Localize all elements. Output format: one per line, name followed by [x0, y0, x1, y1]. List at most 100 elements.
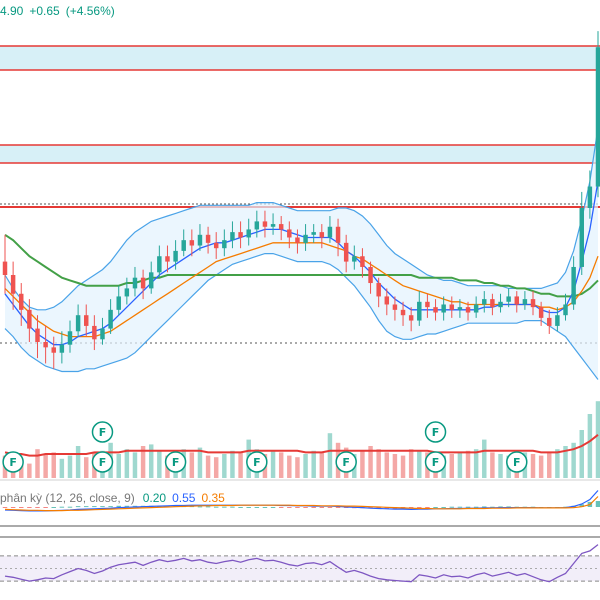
- macd-histogram-bar: [287, 507, 292, 508]
- volume-bar: [311, 450, 316, 478]
- volume-bar: [51, 452, 56, 478]
- volume-bar: [124, 449, 130, 478]
- signal-flag-lower: [335, 451, 357, 473]
- signal-flag-upper-label: F: [99, 426, 107, 439]
- macd-histogram-bar: [35, 507, 40, 508]
- candle-body: [335, 226, 341, 243]
- candle-body: [408, 315, 414, 321]
- candle-body: [181, 240, 186, 251]
- volume-bar: [482, 439, 487, 478]
- macd-histogram-bar: [75, 506, 81, 508]
- price-change-pct: (+4.56%): [65, 4, 115, 18]
- candle-body: [530, 299, 536, 308]
- macd-histogram-bar: [124, 505, 130, 507]
- candle-body: [270, 224, 276, 227]
- price-change: +0.65: [29, 4, 60, 18]
- volume-bar: [392, 454, 398, 478]
- macd-histogram-bar: [579, 504, 584, 507]
- candle-body: [319, 232, 325, 238]
- macd-histogram-bar: [27, 507, 32, 508]
- rsi-line: [4, 544, 599, 583]
- signal-flag-lower-label: F: [513, 456, 521, 469]
- candle-body: [441, 304, 446, 313]
- volume-bar: [238, 452, 243, 478]
- volume-bar: [538, 455, 544, 478]
- candle-body: [465, 307, 471, 313]
- volume-bar: [449, 454, 455, 478]
- candle-body: [538, 307, 544, 318]
- macd-signal-line: [4, 496, 599, 512]
- candle-body: [449, 304, 455, 310]
- macd-histogram-bar: [51, 507, 56, 508]
- volume-bar: [498, 454, 503, 478]
- candle-body: [132, 277, 138, 289]
- macd-histogram-bar: [482, 506, 487, 508]
- macd-histogram-bar: [230, 506, 235, 508]
- volume-bar: [213, 457, 219, 478]
- candle-body: [124, 288, 130, 297]
- macd-histogram-bar: [254, 507, 260, 508]
- last-price: 4.90: [0, 4, 24, 18]
- macd-histogram-bar: [2, 507, 8, 508]
- volume-bar: [555, 449, 560, 478]
- volume-bar: [278, 452, 284, 478]
- volume-bar: [270, 450, 276, 478]
- candle-body: [213, 242, 219, 249]
- candle-body: [563, 304, 568, 316]
- macd-hist-value: 0.20: [142, 491, 167, 505]
- candle-body: [238, 232, 243, 238]
- macd-histogram-bar: [465, 506, 471, 508]
- candle-body: [205, 234, 211, 243]
- macd-histogram-bar: [457, 506, 463, 508]
- ma-green-line: [4, 233, 599, 298]
- macd-histogram-bar: [92, 506, 97, 508]
- candle-body: [262, 221, 268, 227]
- candle-body: [360, 256, 365, 267]
- candle-body: [295, 237, 300, 243]
- volume-bar: [571, 442, 576, 478]
- macd-histogram-bar: [425, 507, 430, 508]
- signal-flag-upper: [91, 421, 114, 443]
- candle-body: [433, 307, 438, 313]
- candle-body: [368, 266, 373, 284]
- candle-body: [254, 221, 260, 230]
- volume-bar: [303, 454, 308, 478]
- macd-histogram-bar: [327, 507, 333, 508]
- macd-histogram-bar: [213, 506, 219, 508]
- signal-flag-lower: [91, 451, 114, 473]
- bollinger-lower-line: [4, 253, 599, 380]
- volume-bar: [222, 454, 227, 478]
- bollinger-band-fill: [5, 127, 598, 380]
- signal-flag-lower-label: F: [99, 456, 107, 469]
- macd-histogram-bar: [197, 506, 203, 508]
- signal-flag-upper: [424, 421, 447, 443]
- macd-histogram-bar: [433, 507, 438, 508]
- volume-bar: [27, 463, 32, 478]
- volume-bar: [319, 452, 325, 478]
- candle-body: [392, 304, 398, 310]
- volume-bar: [295, 457, 300, 478]
- candle-body: [100, 328, 105, 340]
- volume-bar: [197, 447, 203, 478]
- macd-histogram-bar: [59, 506, 65, 508]
- macd-value: 0.55: [172, 491, 196, 505]
- candle-body: [547, 317, 552, 326]
- volume-bar: [384, 452, 390, 478]
- volume-bar: [473, 449, 479, 478]
- macd-histogram-bar: [19, 507, 24, 508]
- macd-histogram-bar: [441, 507, 446, 508]
- macd-histogram-bar: [303, 507, 308, 508]
- volume-bar: [360, 450, 365, 478]
- candle-body: [173, 250, 178, 262]
- volume-bar: [547, 452, 552, 478]
- candle-body: [230, 232, 235, 241]
- macd-title: phân kỳ (12, 26, close, 9): [0, 491, 135, 505]
- macd-histogram-bar: [319, 507, 325, 508]
- macd-histogram-bar: [222, 506, 227, 508]
- candle-body: [498, 301, 503, 308]
- candle-body: [92, 325, 97, 340]
- candle-body: [457, 307, 463, 310]
- volume-bar: [400, 455, 406, 478]
- macd-histogram-bar: [490, 506, 495, 508]
